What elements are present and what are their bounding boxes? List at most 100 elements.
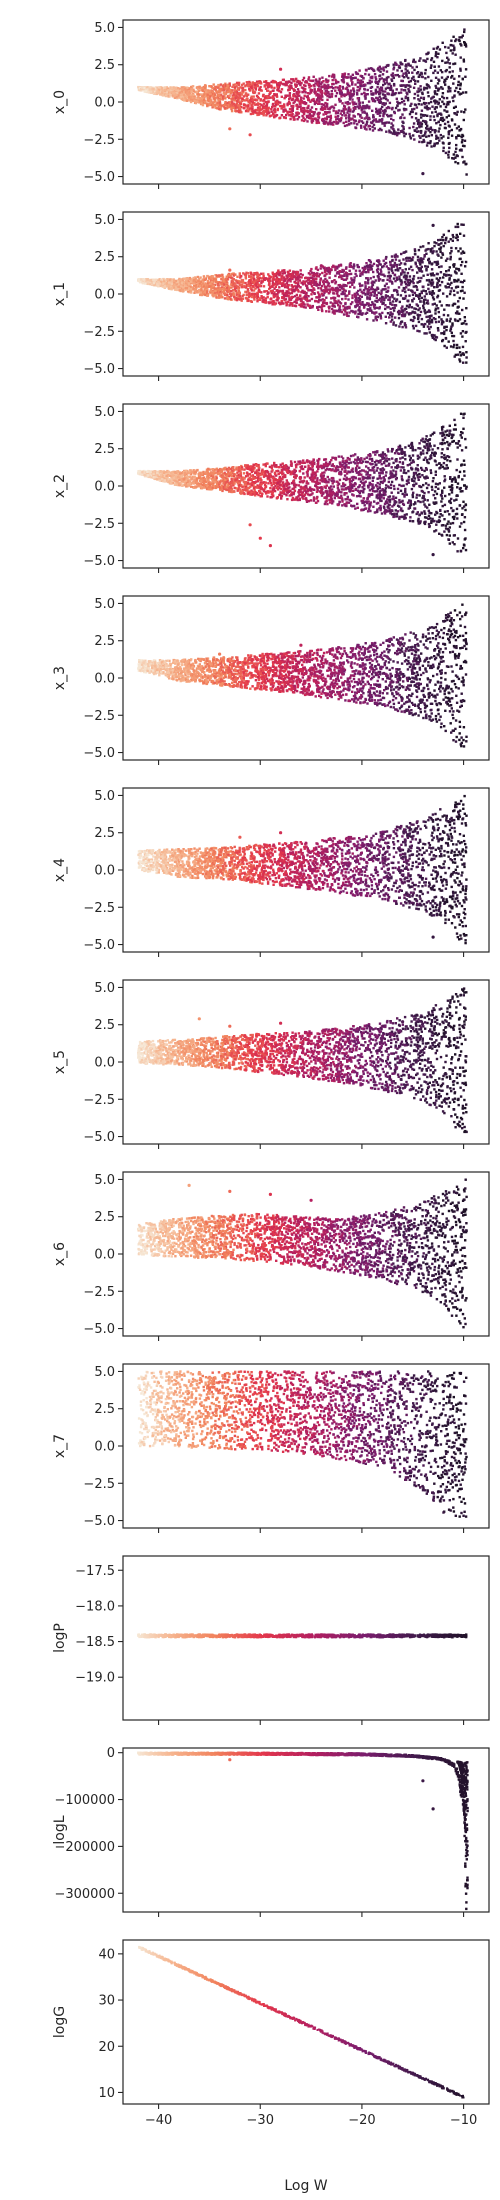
data-point: [379, 97, 383, 100]
data-point: [203, 90, 206, 93]
data-point: [433, 107, 437, 110]
data-point: [374, 279, 377, 282]
data-point: [340, 109, 343, 113]
data-point: [329, 114, 332, 118]
data-point: [322, 121, 325, 124]
data-point: [356, 78, 360, 81]
data-point: [394, 304, 397, 307]
data-point: [214, 106, 217, 110]
data-point: [352, 106, 355, 110]
data-point: [425, 144, 429, 147]
data-point: [314, 117, 317, 120]
data-point: [457, 38, 461, 42]
data-point: [236, 109, 239, 112]
data-point: [409, 64, 412, 67]
data-point: [219, 108, 222, 111]
data-point: [454, 311, 458, 315]
data-point: [261, 111, 264, 114]
data-point: [322, 266, 325, 270]
data-point: [430, 97, 433, 100]
data-point: [256, 113, 259, 117]
data-point: [186, 89, 189, 92]
data-point: [188, 91, 192, 94]
data-point: [294, 83, 297, 86]
data-point: [253, 283, 256, 286]
data-point: [244, 290, 247, 294]
data-point: [307, 114, 310, 117]
data-point: [456, 134, 460, 137]
data-point: [431, 111, 434, 114]
data-point: [302, 76, 306, 80]
data-point: [263, 98, 266, 102]
data-point: [441, 87, 444, 90]
data-point: [404, 95, 408, 98]
data-point: [428, 317, 432, 320]
data-point: [213, 88, 216, 91]
data-point: [345, 120, 348, 123]
data-point: [285, 304, 288, 307]
data-point: [291, 112, 294, 116]
data-point: [214, 278, 218, 281]
data-point: [295, 84, 298, 87]
data-point: [383, 103, 386, 107]
data-point: [393, 84, 396, 87]
data-point: [390, 315, 394, 318]
data-point: [457, 80, 460, 84]
data-point: [424, 102, 428, 105]
data-point: [278, 117, 281, 120]
data-point: [424, 68, 427, 72]
data-point: [358, 310, 362, 314]
data-point: [292, 94, 295, 97]
data-point: [262, 276, 265, 280]
data-point: [218, 288, 222, 291]
data-point: [358, 87, 362, 90]
data-point: [207, 282, 210, 285]
data-point: [328, 111, 331, 114]
data-point: [163, 88, 167, 92]
data-point: [240, 106, 243, 109]
data-point: [286, 110, 289, 113]
data-point: [356, 85, 359, 89]
data-point: [296, 270, 299, 274]
data-point: [166, 278, 169, 281]
data-point: [247, 93, 250, 96]
data-point: [241, 297, 244, 300]
data-point: [425, 267, 428, 271]
data-point: [422, 274, 425, 277]
data-point: [352, 114, 355, 117]
data-point: [259, 297, 262, 300]
data-point: [280, 282, 283, 286]
data-point: [406, 278, 409, 282]
data-point: [392, 63, 395, 66]
data-point: [346, 89, 350, 93]
data-point: [399, 116, 403, 119]
data-point: [434, 53, 438, 56]
data-point: [235, 297, 238, 300]
data-point: [267, 273, 270, 276]
data-point: [306, 95, 309, 99]
data-point: [350, 93, 353, 96]
data-point: [431, 296, 435, 299]
data-point: [447, 142, 451, 145]
data-point: [383, 288, 386, 291]
data-point: [366, 277, 369, 280]
data-point: [253, 82, 257, 85]
data-point: [370, 90, 373, 93]
data-point: [245, 284, 249, 287]
data-point: [453, 89, 457, 93]
data-point: [330, 297, 333, 300]
data-point: [170, 86, 173, 90]
data-point: [419, 57, 422, 60]
data-point: [459, 67, 462, 70]
data-point: [367, 73, 371, 76]
data-point: [174, 286, 178, 289]
data-point: [402, 132, 406, 135]
data-point: [256, 298, 259, 302]
data-point: [322, 103, 326, 107]
data-point: [372, 114, 375, 117]
data-point: [438, 284, 442, 287]
data-point: [145, 280, 148, 283]
data-point: [428, 107, 431, 110]
data-point: [234, 90, 237, 94]
data-point: [326, 105, 329, 108]
